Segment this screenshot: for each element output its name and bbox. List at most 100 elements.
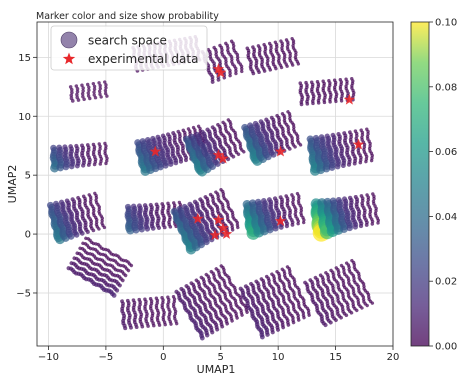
search-space-point [274,66,278,71]
search-space-point [87,85,91,89]
search-space-point [286,127,291,131]
search-space-point [297,196,301,201]
search-space-point [88,96,92,101]
search-space-point [105,94,109,98]
search-space-point [215,327,220,332]
search-space-point [233,133,238,137]
legend-marker-experimental-data [62,52,76,65]
search-space-point [129,263,134,268]
search-space-point [97,207,101,211]
search-space-point [105,159,109,163]
search-space-point [212,63,217,68]
search-space-point [210,330,215,335]
search-space-point [140,324,145,329]
search-space-point [290,136,294,140]
search-space-point [366,197,371,202]
search-space-point [294,207,298,211]
search-space-point [75,95,80,100]
search-space-point [238,143,243,148]
experimental-data-point [212,213,225,225]
search-space-point [305,102,310,106]
colorbar-tick-label: 0.10 [435,18,457,29]
search-space-point [366,195,371,199]
y-tick-label: 15 [18,53,31,64]
search-space-point [235,55,240,59]
search-space-point [235,220,239,225]
search-space-point [235,316,239,320]
search-space-point [211,196,215,201]
search-space-point [76,98,81,102]
search-space-point [104,161,108,166]
search-space-point [316,279,320,284]
search-space-point [163,322,167,327]
search-space-point [210,80,215,84]
search-space-point [366,132,370,136]
x-tick-label: 10 [272,352,285,363]
search-space-point [100,218,104,223]
search-space-point [342,267,346,272]
search-space-point [155,298,160,303]
search-space-point [290,63,295,67]
colorbar [410,21,430,347]
search-space-point [344,313,349,318]
search-space-point [111,292,117,298]
search-space-point [277,273,282,278]
search-space-point [345,302,350,306]
search-space-point [295,134,300,138]
experimental-data-point [217,222,229,233]
search-space-point [364,154,369,159]
search-space-point [323,322,328,328]
search-space-point [79,230,85,236]
search-space-point [236,225,240,230]
search-space-point [86,163,91,167]
search-space-point [288,51,292,56]
search-space-cluster [241,110,303,166]
search-space-point [103,91,108,96]
search-space-cluster [174,264,249,341]
search-space-point [240,69,244,74]
legend: search space experimental data [50,25,208,71]
search-space-point [267,278,271,283]
search-space-point [91,150,96,154]
search-space-point [368,144,372,148]
search-space-point [285,64,289,68]
search-space-point [214,161,221,167]
search-space-point [277,286,281,291]
experimental-data-point [352,138,365,150]
search-space-point [228,73,232,78]
search-space-point [346,162,352,167]
search-space-point [288,269,292,273]
search-space-point [93,95,98,100]
search-space-point [126,268,131,273]
search-space-point [302,218,306,222]
search-space-point [296,318,301,322]
y-tick-label: 10 [18,112,31,123]
search-space-point [218,61,222,66]
search-space-point [172,299,177,304]
search-space-point [230,319,234,323]
experimental-data-point [274,145,287,157]
search-space-point [366,129,370,134]
search-space-point [70,90,74,95]
search-space-point [169,322,173,326]
search-space-point [100,216,105,220]
search-space-point [370,156,374,160]
search-space-point [214,50,218,54]
search-space-point [301,220,306,225]
search-space-point [320,290,325,295]
search-space-point [331,285,335,290]
search-space-point [104,83,108,87]
search-space-cluster [170,188,240,255]
search-space-point [230,228,235,232]
search-space-point [166,302,170,307]
search-space-point [293,145,297,149]
legend-box [50,25,208,71]
search-space-point [228,135,233,139]
search-space-point [119,263,123,268]
search-space-point [98,162,103,166]
search-space-point [98,147,102,151]
experimental-data-point [149,145,161,157]
search-space-point [81,89,85,93]
search-space-point [322,164,331,173]
x-tick-label: −5 [99,352,114,363]
